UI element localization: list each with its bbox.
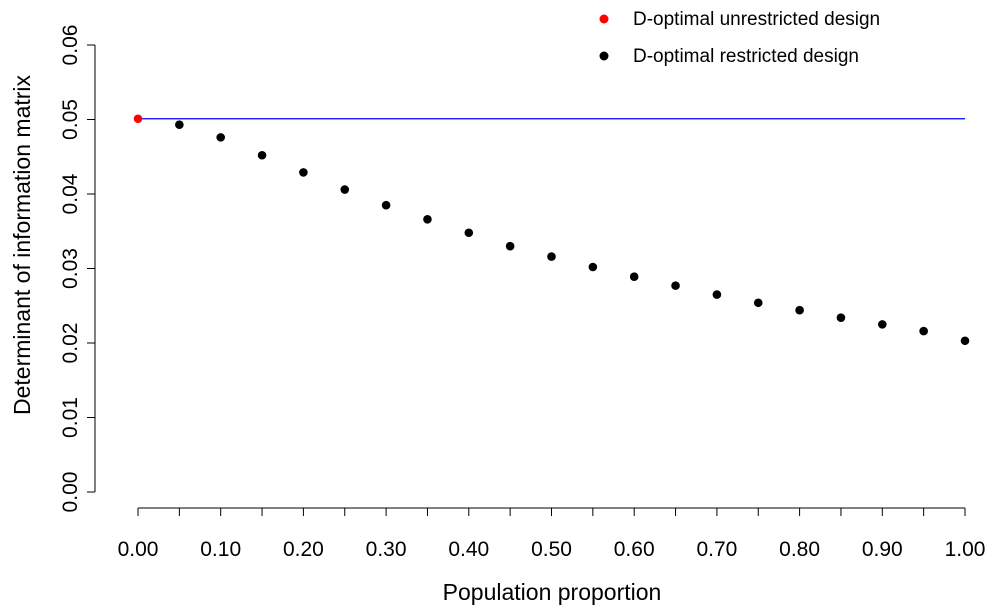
y-tick-label: 0.04: [59, 173, 82, 214]
y-tick-label: 0.00: [59, 472, 82, 513]
restricted-point: [919, 326, 928, 336]
restricted-point: [340, 185, 350, 194]
x-axis-title: Population proportion: [443, 579, 662, 605]
legend-marker: [599, 14, 609, 24]
legend: D-optimal unrestricted design D-optimal r…: [599, 9, 880, 67]
restricted-point: [629, 272, 639, 281]
unrestricted-point: [133, 114, 143, 124]
legend-label: D-optimal restricted design: [633, 46, 859, 67]
restricted-point: [464, 228, 474, 238]
restricted-point: [836, 313, 846, 322]
x-tick-label: 1.00: [945, 538, 986, 561]
y-tick-label: 0.05: [59, 99, 82, 140]
x-tick-label: 0.00: [118, 538, 159, 561]
x-tick-label: 0.20: [283, 538, 324, 561]
y-tick-label: 0.06: [59, 25, 82, 66]
y-tick-label: 0.02: [59, 323, 82, 364]
x-tick-label: 0.70: [696, 538, 737, 561]
legend-label: D-optimal unrestricted design: [633, 9, 880, 30]
restricted-point: [671, 281, 680, 290]
x-tick-label: 0.30: [366, 538, 407, 561]
x-tick-label: 0.40: [448, 538, 489, 561]
x-tick-label: 0.50: [531, 538, 572, 561]
restricted-point: [175, 120, 184, 130]
restricted-point: [878, 320, 887, 329]
restricted-point: [547, 252, 556, 261]
y-tick-label: 0.03: [59, 248, 82, 289]
restricted-point: [216, 133, 225, 142]
x-axis: 0.00 0.10 0.20 0.30 0.40 0.50 0.60 0.70 0.80 0.90…: [118, 507, 986, 561]
y-axis-title: Determinant of information matrix: [9, 74, 35, 415]
restricted-point: [505, 241, 515, 251]
restricted-point: [423, 215, 432, 224]
restricted-point: [960, 336, 970, 346]
x-tick-label: 0.10: [200, 538, 241, 561]
restricted-point: [753, 298, 763, 308]
restricted-point: [588, 262, 598, 272]
y-tick-label: 0.01: [59, 397, 82, 438]
x-tick-label: 0.60: [614, 538, 655, 561]
legend-marker: [599, 51, 609, 61]
restricted-point: [795, 305, 804, 315]
points-layer: [133, 114, 970, 346]
restricted-point: [299, 168, 308, 177]
y-axis: 0.00 0.01 0.02 0.03 0.04 0.05 0.06: [59, 25, 96, 513]
restricted-point: [712, 290, 722, 299]
x-tick-label: 0.90: [862, 538, 903, 561]
restricted-point: [381, 200, 391, 210]
x-tick-label: 0.80: [779, 538, 820, 561]
restricted-point: [257, 150, 267, 160]
